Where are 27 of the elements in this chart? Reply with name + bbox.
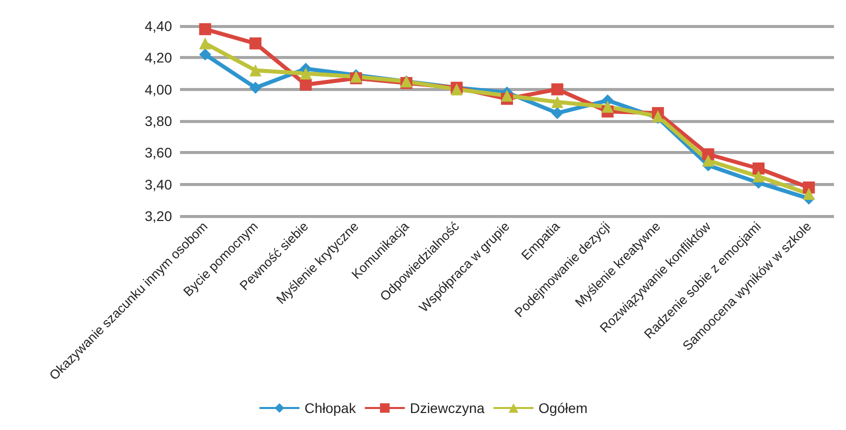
point (199, 37, 212, 50)
point (249, 64, 262, 76)
point (199, 48, 212, 60)
point (551, 83, 564, 96)
point (752, 162, 765, 174)
point (249, 82, 262, 94)
point (702, 154, 714, 167)
y-tick-label: 4,40 (144, 18, 172, 34)
point (551, 96, 564, 108)
point (802, 188, 815, 200)
point (501, 90, 513, 102)
point (300, 68, 312, 80)
y-tick-label: 3,80 (144, 113, 172, 129)
point (602, 100, 614, 113)
point (551, 107, 564, 120)
legend-label: Dziewczyna (410, 400, 485, 416)
y-tick-label: 3,40 (144, 176, 172, 192)
point (300, 78, 312, 91)
point (752, 170, 765, 182)
y-tick-label: 3,60 (144, 144, 172, 161)
y-tick-label: 4,20 (144, 50, 172, 66)
legend-label: Ogółem (538, 400, 588, 416)
point (199, 23, 212, 36)
y-tick-label: 3,20 (144, 208, 172, 224)
point (249, 37, 262, 50)
legend-label: Chłopak (304, 400, 357, 416)
y-tick-label: 4,00 (144, 81, 172, 98)
